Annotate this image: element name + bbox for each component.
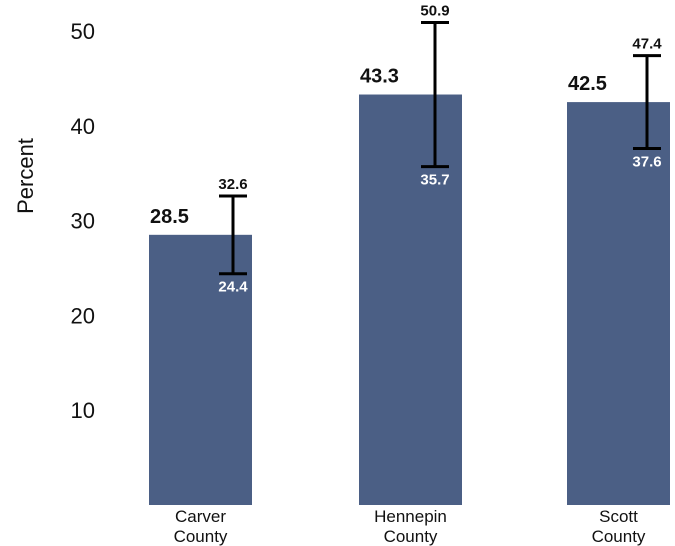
ci-upper-label: 32.6 bbox=[218, 176, 247, 193]
ci-upper-label: 50.9 bbox=[420, 2, 449, 19]
y-tick-label: 20 bbox=[71, 303, 95, 328]
ci-lower-label: 37.6 bbox=[632, 154, 661, 171]
bar bbox=[567, 102, 670, 505]
bars bbox=[149, 20, 670, 506]
bar bbox=[149, 234, 252, 505]
category-label: Carver bbox=[175, 507, 226, 526]
ci-upper-label: 47.4 bbox=[632, 36, 662, 53]
y-tick-label: 10 bbox=[71, 398, 95, 423]
value-label: 43.3 bbox=[360, 66, 399, 88]
bar bbox=[359, 94, 462, 506]
category-label: Hennepin bbox=[374, 507, 447, 526]
category-label: County bbox=[174, 527, 228, 546]
value-label: 28.5 bbox=[150, 206, 189, 228]
labels: 28.532.624.4CarverCounty43.350.935.7Henn… bbox=[150, 2, 662, 546]
ci-lower-label: 24.4 bbox=[218, 279, 248, 296]
value-label: 42.5 bbox=[568, 73, 607, 95]
y-axis: 10 20 30 40 50 bbox=[71, 19, 95, 423]
y-axis-label: Percent bbox=[13, 138, 38, 214]
ci-lower-label: 35.7 bbox=[420, 172, 449, 189]
category-label: County bbox=[592, 527, 646, 546]
y-tick-label: 30 bbox=[71, 209, 95, 234]
y-tick-label: 50 bbox=[71, 19, 95, 44]
category-label: Scott bbox=[599, 507, 638, 526]
category-label: County bbox=[384, 527, 438, 546]
y-tick-label: 40 bbox=[71, 114, 95, 139]
